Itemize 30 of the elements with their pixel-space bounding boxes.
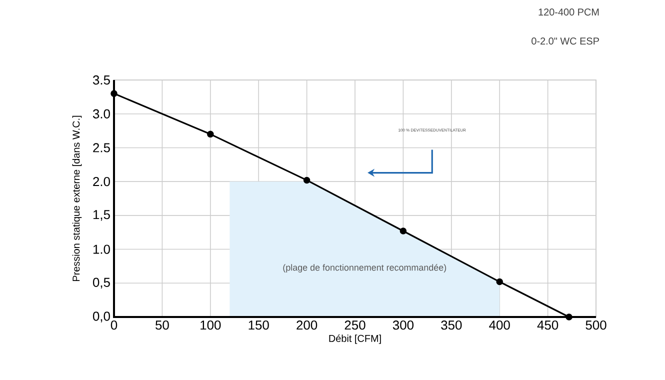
annotation: (plage de fonctionnement recommandée) <box>283 264 446 272</box>
x-tick-label: 450 <box>537 320 558 330</box>
y-tick-label: 2.0 <box>93 176 110 186</box>
x-tick-label: 400 <box>489 320 510 330</box>
x-tick-label: 0 <box>110 320 118 330</box>
x-tick-label: 200 <box>296 320 318 330</box>
y-tick-label: 2.5 <box>93 143 110 152</box>
chart-title: 120-400 PCM <box>538 8 599 16</box>
y-tick-label: 1,5 <box>93 210 110 221</box>
x-tick-label: 150 <box>248 320 269 330</box>
y-tick-label: 0,0 <box>92 312 110 322</box>
y-tick-label: 1.0 <box>93 244 110 254</box>
x-tick-label: 500 <box>586 320 606 330</box>
point <box>303 176 310 184</box>
x-tick-label: 100 <box>200 320 221 330</box>
chart-subtitle: 0-2.0" WC ESP <box>532 38 599 45</box>
x-tick-label: 250 <box>344 320 366 330</box>
y-axis-title: Pression statique externe [dans W.C.] <box>72 116 82 282</box>
point <box>496 278 503 286</box>
x-tick-label: 350 <box>441 320 462 330</box>
point <box>400 228 407 234</box>
point <box>207 130 214 138</box>
y-tick-label: 3.0 <box>92 109 110 118</box>
x-tick-label: 300 <box>392 320 414 330</box>
y-tick-label: 3.5 <box>92 75 110 85</box>
y-tick-label: 0,5 <box>92 278 110 288</box>
point <box>566 314 572 320</box>
x-axis-title: Débit [CFM] <box>329 334 381 344</box>
x-tick-label: 50 <box>156 320 169 330</box>
point <box>110 90 118 97</box>
